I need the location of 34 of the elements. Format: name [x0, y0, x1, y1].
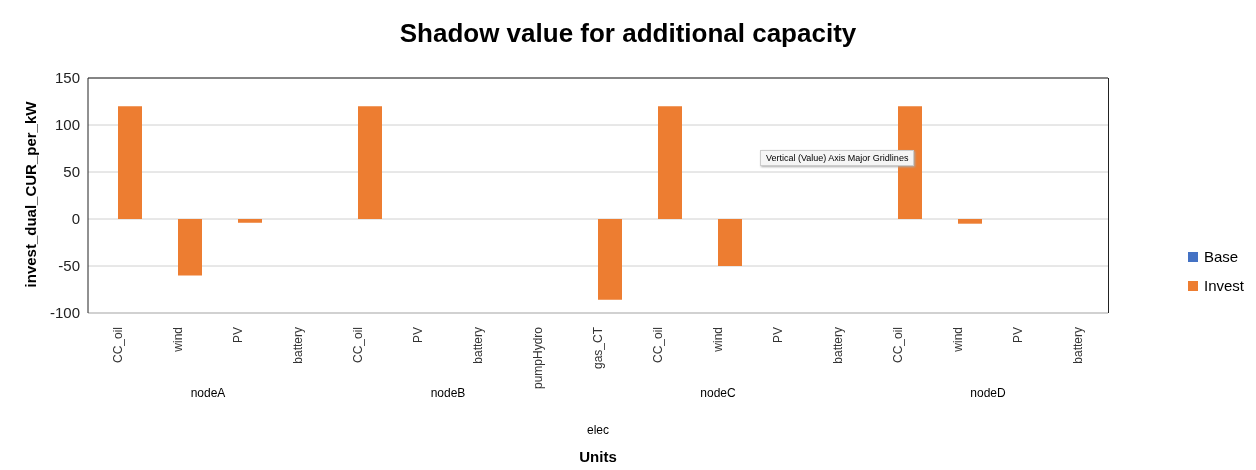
- x-axis-title: Units: [578, 448, 618, 465]
- y-tick-label: 150: [54, 69, 80, 87]
- text: nodeB: [430, 386, 466, 400]
- legend-label: Base: [1203, 248, 1240, 265]
- x-tick-label: CC_oil: [651, 327, 665, 364]
- x-tick-label: PV: [231, 327, 245, 344]
- y-tick-label: -100: [49, 304, 80, 322]
- text: elec: [586, 423, 610, 437]
- legend-label: Invest: [1203, 277, 1245, 294]
- x-tick-label: wind: [171, 327, 185, 353]
- text: nodeC: [699, 386, 737, 400]
- x-tick-label: battery: [831, 327, 845, 364]
- text: nodeD: [969, 386, 1007, 400]
- y-tick-label: 0: [71, 210, 80, 228]
- x-tick-label: PV: [771, 327, 785, 344]
- y-axis-title: invest_dual_CUR_per_kW: [21, 100, 39, 289]
- x-tick-label: battery: [1071, 327, 1085, 364]
- x-tick-label: battery: [471, 327, 485, 364]
- text: nodeA: [189, 386, 227, 400]
- x-tick-label: gas_CT: [591, 326, 605, 370]
- x-tick-label: CC_oil: [891, 327, 905, 364]
- x-tick-label: PV: [411, 327, 425, 344]
- chart-title: Shadow value for additional capacity: [398, 18, 858, 49]
- y-tick-label: -50: [58, 257, 80, 275]
- x-tick-label: CC_oil: [111, 327, 125, 364]
- x-tick-label: CC_oil: [351, 327, 365, 364]
- y-tick-label: 100: [54, 116, 80, 134]
- x-tick-label: pumpHydro: [531, 326, 545, 390]
- x-tick-label: battery: [291, 327, 305, 364]
- x-tick-label: wind: [951, 327, 965, 353]
- x-tick-label: PV: [1011, 327, 1025, 344]
- x-tick-label: wind: [711, 327, 725, 353]
- y-tick-label: 50: [63, 163, 80, 181]
- annotation: Vertical (Value) Axis Major Gridlines: [760, 150, 915, 166]
